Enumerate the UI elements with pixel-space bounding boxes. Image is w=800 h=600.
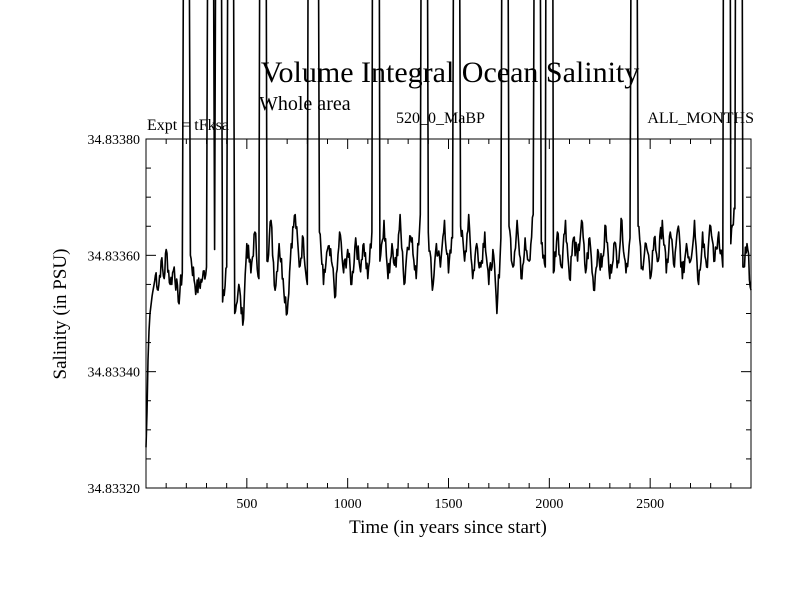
y-tick-label: 34.83320 bbox=[88, 482, 141, 497]
y-axis-label: Salinity (in PSU) bbox=[50, 249, 71, 380]
x-tick-label: 2500 bbox=[636, 497, 664, 512]
series-line bbox=[145, 0, 752, 448]
x-tick-label: 1000 bbox=[334, 497, 362, 512]
plot-frame bbox=[145, 138, 752, 489]
y-tick-label: 34.83380 bbox=[88, 133, 141, 148]
x-tick-label: 1500 bbox=[435, 497, 463, 512]
run-label: 520_0_MaBP bbox=[396, 110, 485, 127]
y-tick-label: 34.83340 bbox=[88, 366, 141, 381]
tick-marks bbox=[146, 139, 751, 488]
chart-title: Volume Integral Ocean Salinity bbox=[260, 56, 640, 89]
chart-subtitle: Whole area bbox=[259, 93, 351, 115]
x-tick-label: 500 bbox=[236, 497, 257, 512]
x-axis-label: Time (in years since start) bbox=[349, 517, 547, 538]
y-tick-label: 34.83360 bbox=[88, 249, 141, 264]
tick-labels: 500 1000 1500 2000 2500 34.83320 34.83340 34.83… bbox=[88, 133, 665, 512]
experiment-label: Expt = tFksa bbox=[147, 117, 229, 134]
months-label: ALL_MONTHS bbox=[647, 110, 754, 127]
x-tick-label: 2000 bbox=[535, 497, 563, 512]
